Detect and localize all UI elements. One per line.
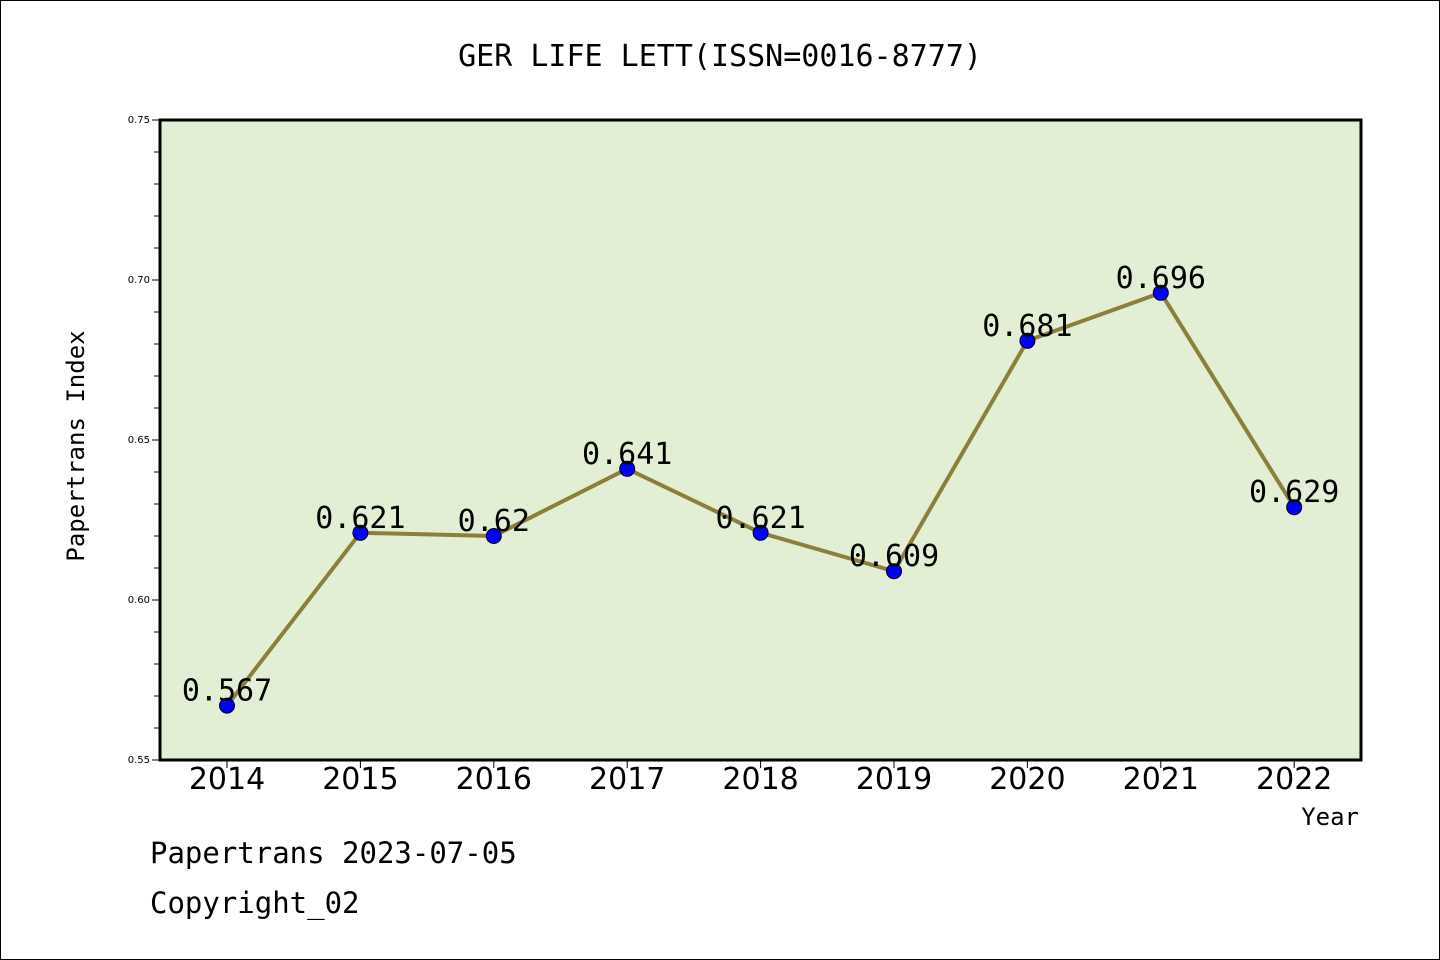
y-tick-label: 0.55: [128, 755, 150, 766]
data-label: 0.629: [1249, 475, 1339, 510]
y-axis-title: Papertrans Index: [62, 330, 90, 561]
x-tick-label: 2021: [1123, 762, 1199, 797]
series-line: [219, 284, 1303, 714]
y-tick-label: 0.75: [128, 115, 150, 126]
data-label: 0.62: [458, 504, 530, 539]
x-tick-label: 2019: [856, 762, 932, 797]
data-point: [352, 524, 369, 541]
x-tick-label: 2016: [456, 762, 532, 797]
x-tick-label: 2014: [189, 762, 265, 797]
data-label: 0.609: [849, 539, 939, 574]
y-tick-label: 0.70: [128, 275, 150, 286]
data-point: [619, 460, 636, 477]
data-label: 0.696: [1116, 261, 1206, 296]
data-point: [1019, 332, 1036, 349]
plot-area: [158, 118, 1363, 762]
data-labels: 0.567 0.621 0.62 0.641 0.621 0.609 0.681 0.696 0…: [182, 261, 1340, 709]
x-tick-label: 2017: [589, 762, 665, 797]
data-point: [1152, 284, 1169, 301]
x-axis: 2014 2015 2016 2017 2018 2019 2020 2021 2022: [189, 760, 1332, 797]
data-label: 0.641: [582, 437, 672, 472]
data-label: 0.681: [982, 309, 1072, 344]
x-tick-label: 2020: [989, 762, 1065, 797]
x-tick-label: 2015: [322, 762, 398, 797]
data-point: [886, 563, 902, 580]
data-point: [1286, 499, 1303, 516]
data-label: 0.567: [182, 674, 272, 709]
y-tick-label: 0.65: [128, 435, 150, 446]
footer-date: Papertrans 2023-07-05: [150, 836, 517, 870]
x-tick-label: 2018: [722, 762, 798, 797]
x-tick-label: 2022: [1256, 762, 1332, 797]
data-point: [485, 528, 502, 544]
x-axis-title: Year: [1301, 803, 1359, 831]
y-tick-label: 0.60: [128, 595, 150, 606]
footer-copyright: Copyright_02: [150, 886, 360, 920]
y-axis: 0.55 0.60 0.65 0.70 0.75: [128, 115, 160, 766]
data-point: [752, 524, 769, 541]
data-label: 0.621: [315, 501, 405, 536]
data-point: [219, 697, 235, 714]
chart-title: GER LIFE LETT(ISSN=0016-8777): [458, 39, 982, 74]
data-label: 0.621: [715, 501, 805, 536]
